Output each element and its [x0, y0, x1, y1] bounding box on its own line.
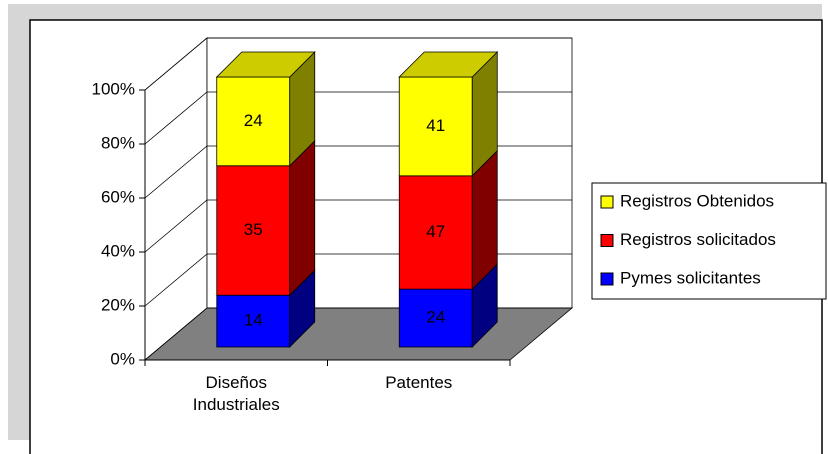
y-tick-label: 80%	[101, 133, 135, 152]
legend-label: Pymes solicitantes	[620, 268, 761, 287]
legend-swatch	[600, 272, 614, 286]
bar-top	[398, 51, 499, 78]
bar-segment	[216, 76, 291, 167]
side-wall	[144, 37, 208, 361]
bar-segment	[398, 288, 473, 348]
legend-swatch	[600, 234, 614, 247]
grid-line	[144, 37, 572, 91]
value-label: 24	[426, 308, 445, 327]
bar-segment	[398, 76, 473, 177]
legend-box	[591, 182, 827, 300]
y-tick-label: 40%	[101, 241, 135, 260]
legend-label: Registros Obtenidos	[620, 191, 774, 210]
bar-top	[215, 51, 316, 78]
value-label: 47	[426, 222, 445, 241]
bar-side	[289, 139, 316, 297]
floor	[143, 307, 574, 361]
value-label: 24	[244, 111, 263, 130]
legend-swatch	[600, 195, 614, 209]
value-label: 35	[244, 220, 263, 239]
bar-segment	[398, 175, 473, 290]
value-label: 14	[244, 311, 263, 330]
y-tick-label: 0%	[110, 349, 135, 368]
x-tick-label: Diseños Industriales	[192, 373, 280, 414]
y-tick-label: 100%	[92, 79, 135, 98]
y-tick-label: 20%	[101, 295, 135, 314]
bar-segment	[216, 294, 291, 348]
x-tick-label: Patentes	[385, 373, 453, 392]
y-tick-label: 60%	[101, 187, 135, 206]
value-label: 41	[426, 116, 445, 135]
legend-label: Registros solicitados	[620, 230, 776, 249]
